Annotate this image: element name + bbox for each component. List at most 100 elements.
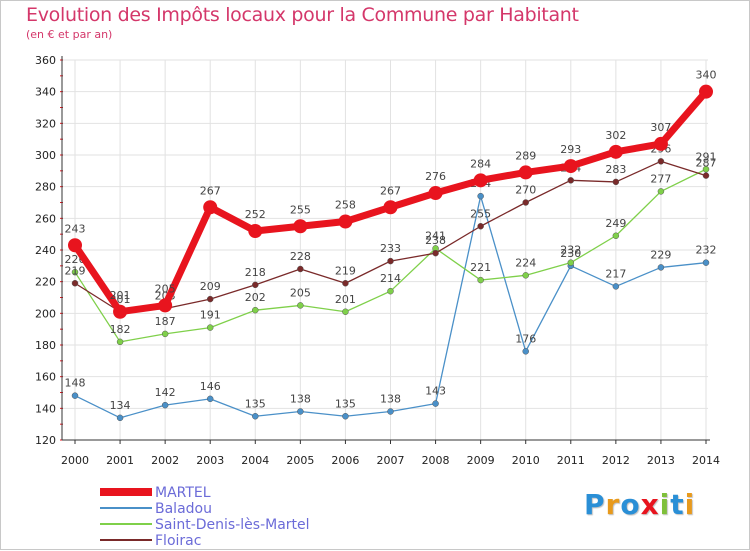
data-point-martel: [293, 219, 308, 234]
data-point-martel: [608, 144, 623, 159]
data-label-baladou: 143: [425, 385, 446, 398]
data-label-saint-denis-l-s-martel: 291: [696, 150, 717, 163]
y-tick-label: 220: [35, 276, 56, 289]
data-label-baladou: 135: [245, 397, 266, 410]
data-point-saint-denis-l-s-martel: [206, 324, 214, 331]
x-tick-label: 2013: [647, 454, 675, 467]
data-point-saint-denis-l-s-martel: [477, 276, 484, 284]
y-tick-label: 320: [35, 117, 56, 130]
x-tick-label: 2002: [151, 454, 179, 467]
legend-swatch-floirac: [100, 539, 152, 541]
data-point-martel: [653, 136, 668, 151]
data-point-floirac: [432, 249, 439, 257]
proxiti-logo: Proxiti: [584, 488, 696, 521]
data-label-martel: 243: [65, 222, 86, 235]
data-point-baladou: [161, 401, 169, 409]
data-point-baladou: [522, 348, 529, 355]
data-point-martel: [113, 304, 128, 319]
legend-label-baladou: Baladou: [155, 501, 212, 517]
data-label-floirac: 287: [696, 157, 717, 170]
y-tick-label: 260: [35, 212, 56, 225]
data-point-saint-denis-l-s-martel: [657, 188, 665, 195]
y-tick-label: 120: [35, 434, 56, 447]
data-label-saint-denis-l-s-martel: 201: [335, 293, 356, 306]
data-label-baladou: 135: [335, 397, 356, 410]
data-label-saint-denis-l-s-martel: 232: [560, 244, 581, 257]
x-tick-label: 2006: [331, 454, 359, 467]
data-label-martel: 293: [560, 143, 581, 156]
data-label-martel: 284: [470, 157, 491, 170]
data-point-martel: [699, 84, 713, 99]
data-label-floirac: 255: [470, 207, 491, 220]
data-point-baladou: [342, 413, 349, 420]
y-tick-label: 160: [35, 371, 56, 384]
data-point-floirac: [297, 265, 304, 273]
data-label-floirac: 283: [605, 163, 626, 176]
data-point-baladou: [432, 400, 439, 407]
data-label-baladou: 138: [380, 393, 401, 406]
data-label-baladou: 217: [605, 267, 626, 280]
data-point-saint-denis-l-s-martel: [567, 259, 575, 266]
data-label-saint-denis-l-s-martel: 205: [290, 286, 311, 299]
x-tick-label: 2010: [512, 454, 540, 467]
data-label-martel: 340: [696, 69, 717, 82]
data-label-martel: 267: [200, 184, 221, 197]
data-label-floirac: 219: [335, 264, 356, 277]
data-label-saint-denis-l-s-martel: 214: [380, 272, 401, 285]
data-label-saint-denis-l-s-martel: 277: [650, 172, 671, 185]
y-tick-label: 280: [35, 181, 56, 194]
data-point-floirac: [567, 177, 575, 184]
data-point-floirac: [206, 295, 214, 303]
data-point-saint-denis-l-s-martel: [342, 308, 349, 315]
data-label-floirac: 270: [515, 184, 536, 197]
data-point-saint-denis-l-s-martel: [702, 166, 710, 173]
y-tick-label: 140: [35, 402, 56, 415]
data-label-floirac: 233: [380, 242, 401, 255]
data-point-saint-denis-l-s-martel: [161, 330, 169, 338]
data-label-saint-denis-l-s-martel: 182: [110, 323, 131, 336]
data-point-floirac: [612, 178, 620, 186]
data-label-martel: 267: [380, 184, 401, 197]
data-label-saint-denis-l-s-martel: 249: [605, 217, 626, 230]
data-point-baladou: [206, 395, 214, 403]
data-label-martel: 201: [110, 289, 131, 302]
data-label-floirac: 218: [245, 266, 266, 279]
data-point-floirac: [657, 158, 665, 165]
y-tick-label: 360: [35, 54, 56, 67]
data-label-martel: 289: [515, 149, 536, 162]
data-point-martel: [473, 173, 488, 188]
data-point-baladou: [387, 408, 394, 415]
data-point-floirac: [342, 280, 349, 287]
x-tick-label: 2012: [602, 454, 630, 467]
data-point-saint-denis-l-s-martel: [252, 306, 259, 314]
data-label-baladou: 148: [65, 377, 86, 390]
data-point-baladou: [477, 192, 484, 200]
data-label-saint-denis-l-s-martel: 224: [515, 256, 536, 269]
data-label-floirac: 209: [200, 280, 221, 293]
data-label-baladou: 176: [515, 332, 536, 345]
data-label-saint-denis-l-s-martel: 221: [470, 261, 491, 274]
data-label-baladou: 229: [650, 248, 671, 261]
legend-label-saint-denis: Saint-Denis-lès-Martel: [155, 517, 310, 533]
x-tick-label: 2005: [286, 454, 314, 467]
legend-swatch-baladou: [100, 507, 152, 509]
legend-swatch-martel: [100, 488, 152, 496]
data-point-martel: [248, 224, 263, 238]
data-label-martel: 252: [245, 208, 266, 221]
data-point-saint-denis-l-s-martel: [297, 302, 304, 309]
data-label-floirac: 219: [65, 264, 86, 277]
data-point-floirac: [387, 257, 394, 265]
data-point-saint-denis-l-s-martel: [387, 287, 394, 295]
data-label-baladou: 146: [200, 380, 221, 393]
data-label-baladou: 232: [696, 244, 717, 257]
x-tick-label: 2003: [196, 454, 224, 467]
y-tick-label: 240: [35, 244, 56, 257]
data-point-saint-denis-l-s-martel: [612, 232, 620, 239]
data-label-baladou: 230: [560, 247, 581, 260]
data-label-floirac: 228: [290, 250, 311, 263]
data-point-martel: [428, 186, 443, 200]
data-label-saint-denis-l-s-martel: 187: [155, 315, 176, 328]
data-point-baladou: [116, 414, 124, 422]
data-label-martel: 205: [155, 282, 176, 295]
x-tick-label: 2011: [557, 454, 585, 467]
